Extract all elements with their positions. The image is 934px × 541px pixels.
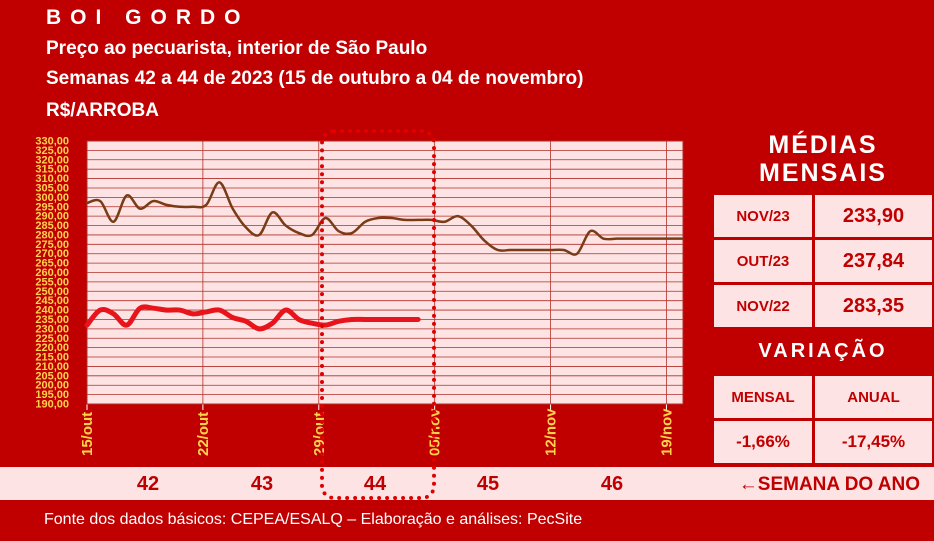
variacao-header-mensal: MENSAL (714, 376, 812, 418)
x-tick-label: 05/nov (427, 408, 444, 456)
y-tick-label: 200,00 (35, 380, 69, 392)
y-tick-label: 290,00 (35, 211, 69, 223)
unit-label: R$/ARROBA (46, 100, 159, 121)
media-label-0: NOV/23 (714, 195, 812, 237)
y-tick-label: 280,00 (35, 229, 69, 241)
date-range: Semanas 42 a 44 de 2023 (15 de outubro a… (46, 68, 584, 89)
medias-title: MÉDIAS MENSAIS (759, 131, 887, 187)
y-tick-label: 270,00 (35, 248, 69, 260)
y-tick-label: 240,00 (35, 305, 69, 317)
series-line-red (84, 304, 421, 332)
y-tick-label: 255,00 (35, 276, 69, 288)
y-tick-label: 195,00 (35, 389, 69, 401)
source-note: Fonte dos dados básicos: CEPEA/ESALQ – E… (44, 511, 583, 528)
week-number: 46 (600, 473, 624, 495)
variacao-mensal-value: -1,66% (714, 421, 812, 463)
footer: Fonte dos dados básicos: CEPEA/ESALQ – E… (0, 502, 934, 541)
y-tick-label: 295,00 (35, 201, 69, 213)
y-tick-label: 220,00 (35, 342, 69, 354)
y-tick-label: 245,00 (35, 295, 69, 307)
x-tick-label: 12/nov (543, 408, 560, 456)
y-tick-label: 305,00 (35, 182, 69, 194)
y-tick-label: 250,00 (35, 286, 69, 298)
y-tick-label: 205,00 (35, 370, 69, 382)
y-tick-label: 275,00 (35, 239, 69, 251)
y-tick-label: 210,00 (35, 361, 69, 373)
y-tick-label: 300,00 (35, 192, 69, 204)
side-panel: MÉDIAS MENSAIS NOV/23 233,90 OUT/23 237,… (712, 125, 934, 465)
x-tick-label: 19/nov (658, 408, 675, 456)
page-subtitle: Preço ao pecuarista, interior de São Pau… (46, 38, 428, 59)
variacao-title: VARIAÇÃO (758, 340, 888, 362)
y-tick-label: 260,00 (35, 267, 69, 279)
y-tick-label: 265,00 (35, 258, 69, 270)
week-axis-text: SEMANA DO ANO (757, 474, 920, 495)
x-tick-label: 29/out (311, 412, 328, 456)
media-value-0: 233,90 (815, 195, 932, 237)
week-number: 45 (476, 473, 500, 495)
media-value-2: 283,35 (815, 285, 932, 327)
y-tick-label: 215,00 (35, 352, 69, 364)
week-row: 42 43 44 45 46 ←SEMANA DO ANO (0, 465, 934, 502)
x-tick-label: 15/out (79, 412, 96, 456)
y-tick-label: 320,00 (35, 154, 69, 166)
media-value-1: 237,84 (815, 240, 932, 282)
week-axis-label: ←SEMANA DO ANO (739, 474, 920, 496)
price-chart: 190,00 195,00 200,00 205,00 210,00 215,00 220,… (0, 125, 712, 465)
media-label-1: OUT/23 (714, 240, 812, 282)
page-title: BOI GORDO (46, 6, 250, 29)
week-number: 42 (136, 473, 160, 495)
y-tick-label: 235,00 (35, 314, 69, 326)
plot-border (86, 140, 684, 405)
header-banner: BOI GORDO Preço ao pecuarista, interior … (0, 0, 934, 125)
week-number: 44 (363, 473, 387, 495)
y-tick-label: 225,00 (35, 333, 69, 345)
week-number: 43 (250, 473, 274, 495)
chart-svg: 190,00195,00200,00205,00210,00215,00220,… (35, 136, 685, 456)
y-tick-label: 310,00 (35, 173, 69, 185)
x-tick-label: 22/out (195, 412, 212, 456)
arrow-left-icon: ← (738, 474, 758, 495)
y-tick-label: 315,00 (35, 164, 69, 176)
series-line-brown (85, 181, 685, 256)
media-label-2: NOV/22 (714, 285, 812, 327)
variacao-header-anual: ANUAL (815, 376, 932, 418)
y-tick-label: 190,00 (35, 399, 69, 411)
y-tick-label: 325,00 (35, 145, 69, 157)
y-tick-label: 330,00 (35, 136, 69, 148)
y-tick-label: 230,00 (35, 323, 69, 335)
y-tick-label: 285,00 (35, 220, 69, 232)
variacao-anual-value: -17,45% (815, 421, 932, 463)
